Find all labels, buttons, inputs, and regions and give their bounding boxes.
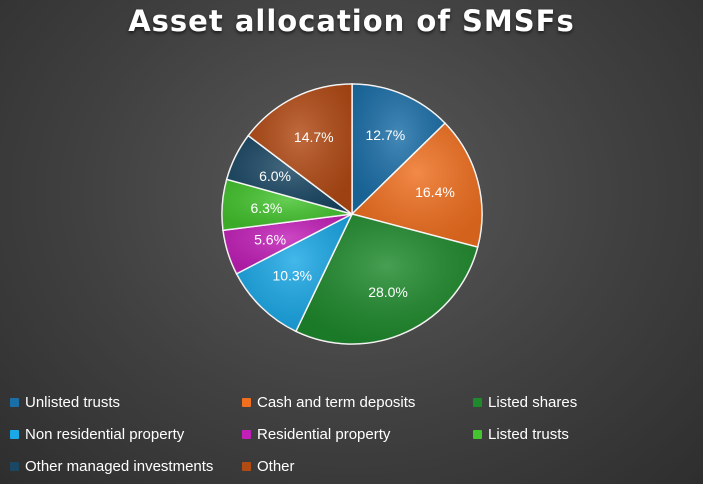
legend-swatch	[10, 430, 19, 439]
legend-label: Other	[257, 458, 295, 475]
slice-data-label: 6.0%	[259, 168, 291, 184]
legend-label: Other managed investments	[25, 458, 214, 475]
chart-title: Asset allocation of SMSFs	[128, 4, 575, 38]
legend-item: Listed trusts	[473, 426, 569, 443]
legend-label: Listed shares	[488, 394, 578, 411]
legend-item: Residential property	[242, 426, 390, 443]
legend-label: Listed trusts	[488, 426, 569, 443]
slice-data-label: 5.6%	[254, 231, 286, 247]
legend-item: Unlisted trusts	[10, 394, 120, 411]
legend-label: Non residential property	[25, 426, 185, 443]
legend-swatch	[242, 462, 251, 471]
legend-swatch	[10, 398, 19, 407]
slice-data-label: 14.7%	[294, 129, 334, 145]
legend-swatch	[242, 430, 251, 439]
slice-data-label: 28.0%	[368, 284, 408, 300]
legend-label: Residential property	[257, 426, 391, 443]
legend-label: Cash and term deposits	[257, 394, 416, 411]
legend-item: Other managed investments	[10, 458, 213, 475]
legend-swatch	[10, 462, 19, 471]
slice-data-label: 10.3%	[272, 268, 312, 284]
legend-swatch	[473, 430, 482, 439]
legend-label: Unlisted trusts	[25, 394, 121, 411]
legend-item: Non residential property	[10, 426, 184, 443]
legend-swatch	[473, 398, 482, 407]
legend-item: Other	[242, 458, 295, 475]
legend-item: Listed shares	[473, 394, 577, 411]
slice-data-label: 16.4%	[415, 184, 455, 200]
legend-item: Cash and term deposits	[242, 394, 415, 411]
legend-swatch	[242, 398, 251, 407]
slice-data-label: 12.7%	[365, 127, 405, 143]
slice-data-label: 6.3%	[250, 200, 282, 216]
